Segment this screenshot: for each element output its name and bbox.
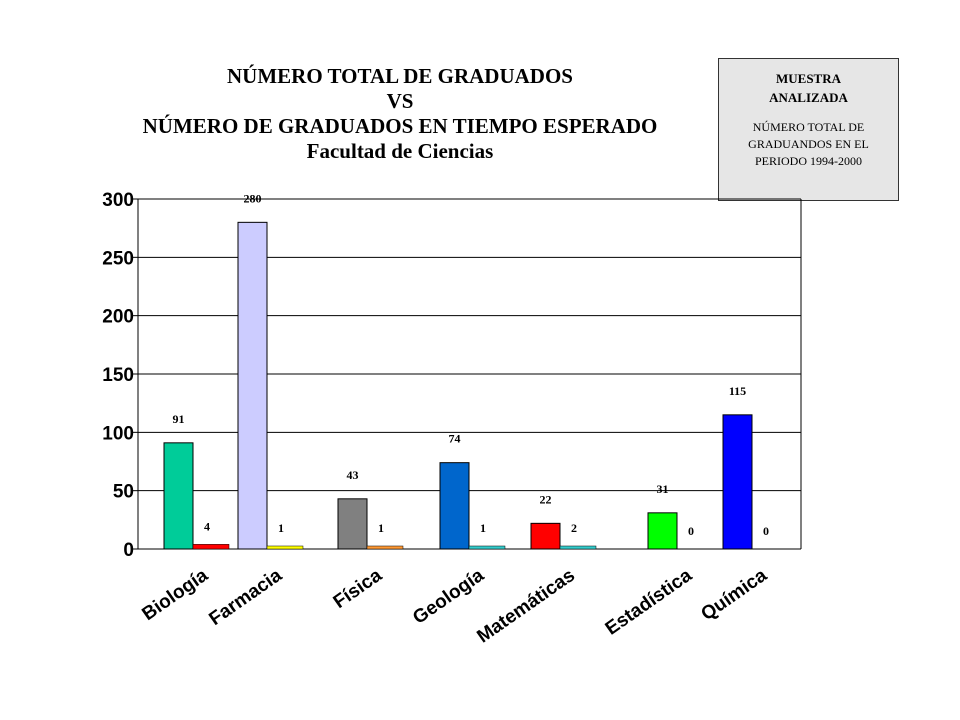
- bar-total: [237, 221, 268, 550]
- y-tick-label: 150: [102, 365, 134, 386]
- data-label-total: 43: [347, 468, 359, 482]
- category-label: Física: [330, 565, 387, 613]
- bar-total: [530, 522, 561, 550]
- title-line-4: Facultad de Ciencias: [306, 139, 494, 163]
- legend-text-line-1: NÚMERO TOTAL DE: [752, 120, 865, 134]
- bar-total: [337, 498, 368, 550]
- category-label: Farmacia: [205, 565, 286, 630]
- title-line-3: NÚMERO DE GRADUADOS EN TIEMPO ESPERADO: [142, 114, 658, 138]
- data-label-total: 74: [449, 432, 461, 446]
- y-tick-label: 50: [113, 482, 134, 503]
- bar-on-time: [366, 545, 404, 550]
- bar-on-time: [192, 544, 230, 550]
- data-label-total: 22: [540, 492, 552, 506]
- data-label-on-time: 0: [763, 524, 769, 538]
- bar-total: [163, 442, 194, 550]
- bar-on-time: [266, 545, 304, 550]
- category-label: Biología: [138, 565, 212, 625]
- data-label-on-time: 0: [688, 524, 694, 538]
- data-label-on-time: 2: [571, 521, 577, 535]
- y-tick-label: 200: [102, 307, 134, 328]
- data-label-on-time: 4: [204, 519, 210, 533]
- data-label-total: 31: [657, 482, 669, 496]
- bar-on-time: [468, 545, 506, 550]
- category-label: Estadística: [602, 565, 697, 640]
- title-line-2: VS: [386, 89, 414, 113]
- y-tick-label: 250: [102, 248, 134, 269]
- legend-box: MUESTRA ANALIZADA NÚMERO TOTAL DE GRADUA…: [718, 58, 899, 201]
- legend-text-line-3: PERIODO 1994-2000: [755, 154, 862, 168]
- data-label-total: 115: [729, 384, 746, 398]
- bar-total: [647, 512, 678, 550]
- y-tick-label: 300: [102, 190, 134, 211]
- category-label: Matemáticas: [473, 565, 578, 648]
- chart-title: NÚMERO TOTAL DE GRADUADOS VS NÚMERO DE G…: [100, 64, 700, 164]
- legend-text: NÚMERO TOTAL DE GRADUANDOS EN EL PERIODO…: [719, 119, 898, 170]
- legend-title-line-2: ANALIZADA: [769, 90, 848, 105]
- bar-on-time: [559, 545, 597, 550]
- bar-total: [439, 462, 470, 550]
- legend-text-line-2: GRADUANDOS EN EL: [748, 137, 869, 151]
- legend-title-line-1: MUESTRA: [775, 71, 841, 86]
- y-tick-label: 0: [123, 540, 134, 561]
- data-label-total: 280: [244, 191, 262, 205]
- category-label: Química: [697, 565, 771, 625]
- data-label-on-time: 1: [378, 521, 384, 535]
- category-label: Geología: [409, 565, 488, 629]
- y-tick-label: 100: [102, 423, 134, 444]
- data-label-on-time: 1: [480, 521, 486, 535]
- data-label-total: 91: [173, 412, 185, 426]
- data-label-on-time: 1: [278, 521, 284, 535]
- legend-title: MUESTRA ANALIZADA: [719, 69, 898, 107]
- bar-total: [722, 414, 753, 550]
- title-line-1: NÚMERO TOTAL DE GRADUADOS: [227, 64, 573, 88]
